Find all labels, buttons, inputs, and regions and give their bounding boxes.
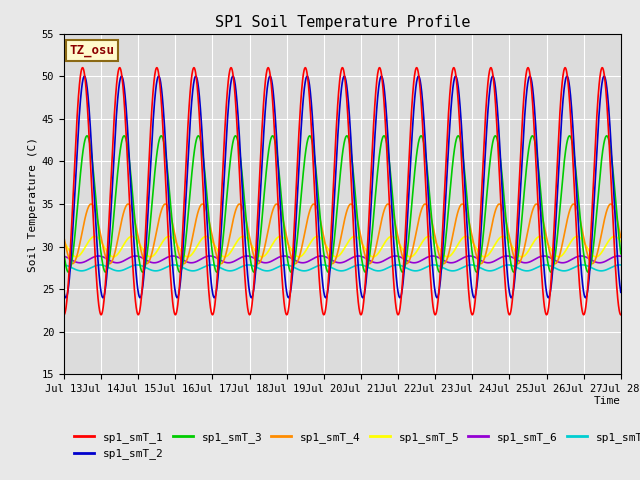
sp1_smT_7 (568, 265, 576, 271)
sp1_smT_2 (359, 295, 367, 300)
sp1_smT_7 (584, 263, 591, 269)
Title: SP1 Soil Temperature Profile: SP1 Soil Temperature Profile (214, 15, 470, 30)
sp1_smT_1 (504, 310, 512, 315)
Legend: sp1_smT_1, sp1_smT_2, sp1_smT_3, sp1_smT_4, sp1_smT_5, sp1_smT_6, sp1_smT_7: sp1_smT_1, sp1_smT_2, sp1_smT_3, sp1_smT… (70, 428, 640, 464)
sp1_smT_6 (577, 253, 585, 259)
sp1_smT_4 (60, 235, 68, 240)
sp1_smT_4 (568, 202, 576, 208)
sp1_smT_5 (60, 239, 68, 244)
sp1_smT_3 (60, 251, 68, 257)
sp1_smT_2 (568, 112, 576, 118)
sp1_smT_4 (216, 260, 223, 266)
sp1_smT_2 (371, 132, 379, 137)
sp1_smT_2 (155, 73, 163, 79)
Y-axis label: Soil Temperature (C): Soil Temperature (C) (28, 136, 38, 272)
sp1_smT_6 (504, 253, 512, 259)
sp1_smT_5 (351, 233, 358, 239)
sp1_smT_7 (371, 267, 378, 273)
sp1_smT_7 (430, 262, 438, 268)
sp1_smT_6 (60, 253, 68, 259)
sp1_smT_5 (617, 239, 625, 244)
sp1_smT_7 (216, 264, 223, 270)
sp1_smT_3 (505, 244, 513, 250)
sp1_smT_6 (617, 253, 625, 259)
sp1_smT_4 (124, 201, 132, 207)
sp1_smT_7 (617, 262, 625, 268)
sp1_smT_4 (371, 249, 379, 254)
Text: TZ_osu: TZ_osu (70, 44, 115, 57)
Line: sp1_smT_1: sp1_smT_1 (64, 68, 621, 315)
sp1_smT_5 (505, 238, 513, 243)
sp1_smT_7 (449, 268, 456, 274)
sp1_smT_2 (216, 251, 223, 257)
sp1_smT_3 (617, 251, 625, 257)
sp1_smT_4 (584, 252, 591, 258)
sp1_smT_6 (584, 255, 591, 261)
sp1_smT_3 (371, 197, 379, 203)
Line: sp1_smT_5: sp1_smT_5 (64, 236, 621, 257)
sp1_smT_5 (568, 237, 576, 243)
sp1_smT_3 (216, 263, 223, 269)
sp1_smT_3 (568, 139, 576, 144)
sp1_smT_3 (359, 263, 367, 269)
sp1_smT_4 (505, 230, 513, 236)
Line: sp1_smT_3: sp1_smT_3 (64, 136, 621, 272)
sp1_smT_4 (617, 235, 625, 240)
sp1_smT_6 (568, 256, 575, 262)
sp1_smT_7 (505, 262, 513, 268)
Line: sp1_smT_4: sp1_smT_4 (64, 204, 621, 264)
sp1_smT_2 (60, 289, 68, 295)
sp1_smT_3 (232, 133, 239, 139)
sp1_smT_1 (584, 290, 591, 296)
sp1_smT_5 (216, 250, 223, 256)
sp1_smT_5 (359, 242, 367, 248)
sp1_smT_1 (359, 307, 367, 312)
sp1_smT_5 (584, 245, 591, 251)
sp1_smT_2 (173, 295, 181, 300)
sp1_smT_5 (332, 254, 340, 260)
sp1_smT_1 (79, 65, 86, 71)
Line: sp1_smT_7: sp1_smT_7 (64, 265, 621, 271)
sp1_smT_2 (584, 288, 591, 294)
sp1_smT_6 (559, 260, 566, 265)
X-axis label: Time: Time (594, 396, 621, 406)
sp1_smT_1 (617, 312, 625, 318)
sp1_smT_4 (143, 261, 150, 266)
sp1_smT_2 (617, 289, 625, 295)
sp1_smT_6 (358, 254, 366, 260)
sp1_smT_6 (216, 256, 223, 262)
sp1_smT_1 (568, 136, 575, 142)
sp1_smT_3 (584, 269, 591, 275)
sp1_smT_7 (358, 262, 366, 268)
sp1_smT_4 (359, 244, 367, 250)
sp1_smT_2 (505, 284, 513, 289)
sp1_smT_6 (371, 260, 378, 265)
sp1_smT_7 (60, 262, 68, 268)
sp1_smT_1 (216, 234, 223, 240)
sp1_smT_1 (60, 312, 68, 318)
sp1_smT_1 (371, 103, 379, 108)
sp1_smT_3 (213, 269, 221, 275)
Line: sp1_smT_2: sp1_smT_2 (64, 76, 621, 298)
Line: sp1_smT_6: sp1_smT_6 (64, 256, 621, 263)
sp1_smT_5 (371, 253, 379, 259)
